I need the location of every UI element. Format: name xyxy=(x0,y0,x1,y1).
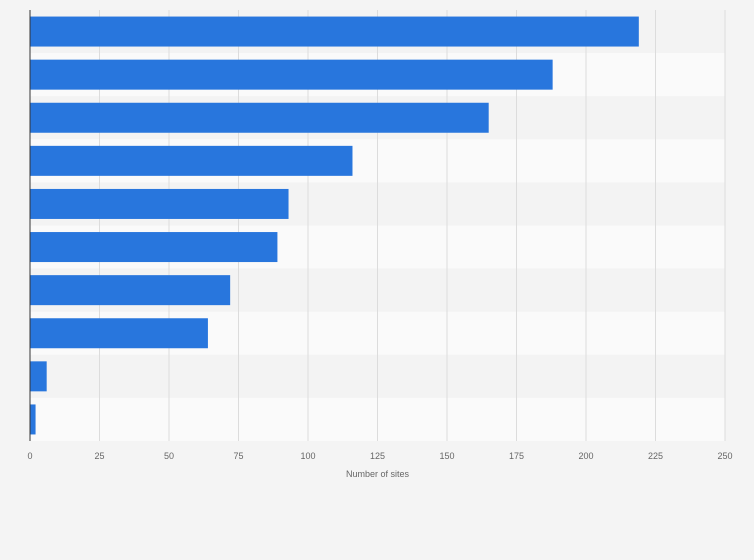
bars xyxy=(30,16,639,435)
x-axis-title: Number of sites xyxy=(346,469,410,479)
x-tick-label: 175 xyxy=(509,451,524,461)
x-tick-label: 75 xyxy=(233,451,243,461)
bar xyxy=(30,102,489,133)
bar xyxy=(30,275,231,306)
x-tick-label: 25 xyxy=(94,451,104,461)
x-tick-label: 125 xyxy=(370,451,385,461)
x-tick-label: 150 xyxy=(439,451,454,461)
x-tick-label: 250 xyxy=(717,451,732,461)
bar xyxy=(30,232,278,263)
x-tick-label: 200 xyxy=(578,451,593,461)
bar xyxy=(30,59,553,90)
bar xyxy=(30,16,639,47)
bar xyxy=(30,361,47,392)
x-tick-label: 225 xyxy=(648,451,663,461)
bar xyxy=(30,145,353,176)
x-tick-label: 0 xyxy=(27,451,32,461)
bar xyxy=(30,188,289,219)
x-tick-label: 50 xyxy=(164,451,174,461)
x-axis-ticks: 0 25 50 75 100 125 150 175 200 225 250 xyxy=(27,451,732,461)
x-tick-label: 100 xyxy=(300,451,315,461)
bar xyxy=(30,404,36,435)
bar xyxy=(30,318,208,349)
